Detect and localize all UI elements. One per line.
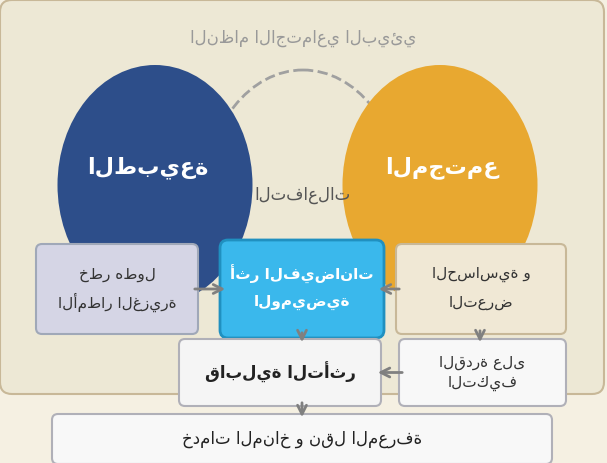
Text: النظام الاجتماعي البيئي: النظام الاجتماعي البيئي xyxy=(190,29,416,47)
Text: التكيف: التكيف xyxy=(447,375,518,391)
Text: الطبيعة: الطبيعة xyxy=(87,156,209,179)
Text: أثر الفيضانات: أثر الفيضانات xyxy=(230,264,374,283)
Text: خطر هطول: خطر هطول xyxy=(78,267,155,282)
FancyBboxPatch shape xyxy=(52,414,552,463)
Text: الأمطار الغزيرة: الأمطار الغزيرة xyxy=(58,292,176,312)
Text: قابلية التأثر: قابلية التأثر xyxy=(205,362,356,383)
Text: التفاعلات: التفاعلات xyxy=(255,186,351,204)
Text: الحساسية و: الحساسية و xyxy=(432,266,531,282)
Text: الوميضية: الوميضية xyxy=(254,294,350,310)
FancyBboxPatch shape xyxy=(220,240,384,338)
FancyBboxPatch shape xyxy=(179,339,381,406)
Text: التعرض: التعرض xyxy=(449,294,514,309)
Text: خدمات المناخ و نقل المعرفة: خدمات المناخ و نقل المعرفة xyxy=(182,430,422,448)
Ellipse shape xyxy=(342,65,538,305)
Text: القدرة على: القدرة على xyxy=(439,356,526,370)
FancyBboxPatch shape xyxy=(399,339,566,406)
FancyBboxPatch shape xyxy=(396,244,566,334)
FancyBboxPatch shape xyxy=(0,0,604,394)
Text: المجتمع: المجتمع xyxy=(385,156,499,179)
Ellipse shape xyxy=(58,65,253,305)
FancyBboxPatch shape xyxy=(36,244,198,334)
